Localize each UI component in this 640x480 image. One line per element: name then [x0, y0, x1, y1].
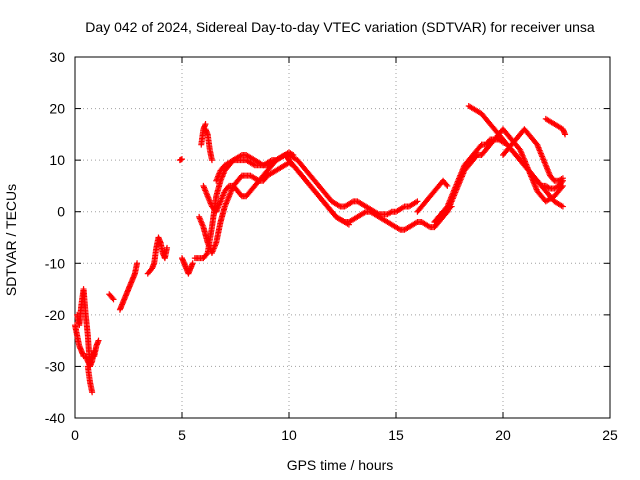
- data-point: [208, 157, 215, 164]
- y-tick-label: -30: [45, 358, 65, 374]
- y-tick-label: -10: [45, 255, 65, 271]
- data-point: [95, 337, 102, 344]
- data-point: [110, 296, 117, 303]
- data-point: [559, 203, 566, 210]
- chart-title: Day 042 of 2024, Sidereal Day-to-day VTE…: [85, 19, 595, 35]
- x-tick-label: 5: [178, 427, 186, 443]
- series-track-u: [176, 156, 185, 164]
- data-point: [559, 175, 566, 182]
- x-axis-label: GPS time / hours: [287, 457, 394, 473]
- data-point: [559, 182, 566, 189]
- y-tick-label: -40: [45, 410, 65, 426]
- data-point: [203, 251, 210, 258]
- data-point: [109, 295, 116, 302]
- data-points: [72, 102, 569, 396]
- data-point: [448, 203, 455, 210]
- series-track-t: [542, 115, 569, 138]
- series-track-g: [144, 234, 171, 277]
- data-point: [444, 182, 451, 189]
- y-tick-label: -20: [45, 307, 65, 323]
- series-track-h: [179, 255, 196, 277]
- series-track-d: [91, 337, 102, 360]
- series-track-s: [500, 126, 566, 184]
- data-point: [414, 198, 421, 205]
- data-point: [558, 184, 565, 191]
- series-track-o: [414, 177, 451, 215]
- y-axis-label: SDTVAR / TECUs: [3, 184, 19, 296]
- data-point: [562, 131, 569, 138]
- data-point: [179, 156, 185, 163]
- data-point: [89, 389, 96, 396]
- y-tick-label: 0: [57, 204, 65, 220]
- x-tick-label: 20: [495, 427, 511, 443]
- y-axis: -40 -30 -20 -10 0 10 20 30: [45, 49, 610, 426]
- grid: [75, 57, 610, 418]
- y-tick-label: 20: [49, 101, 65, 117]
- x-tick-label: 15: [388, 427, 404, 443]
- series-track-v: [431, 203, 455, 226]
- series-track-n: [213, 151, 421, 218]
- data-point: [134, 260, 141, 267]
- y-tick-label: 30: [49, 49, 65, 65]
- plot-frame: [74, 56, 611, 419]
- x-tick-label: 0: [71, 427, 79, 443]
- x-tick-label: 10: [281, 427, 297, 443]
- x-tick-label: 25: [602, 427, 618, 443]
- series-track-f: [116, 260, 141, 313]
- series-track-e: [106, 291, 117, 303]
- series-track-l: [198, 121, 209, 148]
- series-track-c: [84, 363, 96, 396]
- series-track-b: [74, 286, 93, 370]
- data-point: [164, 244, 171, 251]
- series-track-m: [202, 126, 215, 164]
- data-point: [443, 181, 450, 188]
- y-tick-label: 10: [49, 152, 65, 168]
- data-point: [189, 260, 196, 267]
- series-track-r: [465, 102, 566, 210]
- data-point: [202, 121, 209, 128]
- x-axis: 0 5 10 15 20 25: [71, 57, 618, 443]
